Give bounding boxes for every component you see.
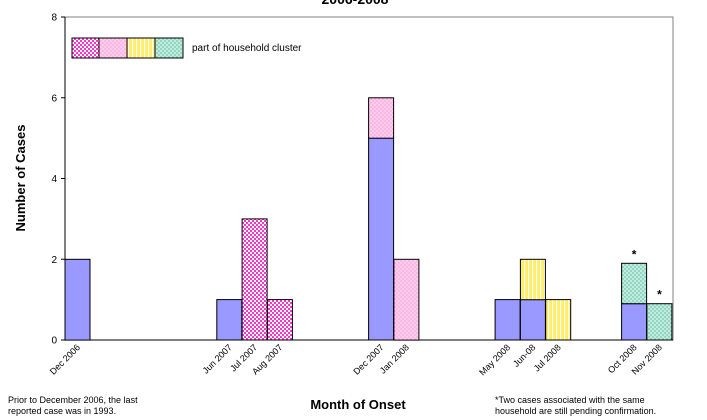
bar-segment: [621, 262, 648, 305]
bar-segment: [519, 258, 546, 301]
bar-annotations: **: [632, 247, 662, 301]
bar-annotation: *: [632, 247, 637, 261]
note-right-line-2: household are still pending confirmation…: [495, 406, 656, 416]
x-axis-label: Month of Onset: [310, 397, 406, 412]
bar-segment: [368, 137, 395, 341]
bars: [64, 97, 673, 341]
y-tick-label: 6: [51, 93, 57, 104]
x-tick-label: Jul 2008: [532, 342, 563, 373]
bar-segment: [393, 258, 420, 341]
legend: part of household cluster: [71, 37, 302, 59]
legend-swatch-green: [154, 37, 184, 59]
bar-segment: [216, 299, 243, 341]
bar-segment: [621, 303, 648, 341]
note-left-line-2: reported case was in 1993.: [8, 406, 116, 416]
legend-swatch-yellow: [126, 37, 156, 59]
x-tick-label: Jun 2007: [201, 342, 234, 375]
bar-segment: [646, 303, 673, 341]
x-tick-label: May 2008: [477, 342, 512, 377]
y-ticks: 0 2 4 6 8: [51, 13, 65, 347]
chart-title: 2006-2008: [322, 0, 389, 7]
bar-segment: [494, 299, 521, 341]
bar-segment: [241, 218, 268, 341]
legend-swatch-magenta: [71, 37, 100, 59]
y-tick-label: 4: [51, 174, 57, 185]
legend-label: part of household cluster: [192, 43, 302, 54]
bar-segment: [266, 299, 293, 341]
bar-segment: [519, 299, 546, 341]
note-left-line-1: Prior to December 2006, the last: [8, 395, 138, 405]
bar-segment: [64, 258, 91, 341]
legend-swatch-pink: [98, 37, 128, 59]
bar-annotation: *: [657, 288, 662, 302]
bar-segment: [545, 299, 572, 341]
note-right-line-1: *Two cases associated with the same: [495, 395, 645, 405]
y-tick-label: 0: [51, 336, 57, 347]
y-tick-label: 8: [51, 13, 57, 24]
y-axis-label: Number of Cases: [13, 125, 28, 232]
x-tick-label: Dec 2006: [48, 342, 82, 376]
y-tick-label: 2: [51, 255, 57, 266]
bar-segment: [368, 97, 395, 139]
